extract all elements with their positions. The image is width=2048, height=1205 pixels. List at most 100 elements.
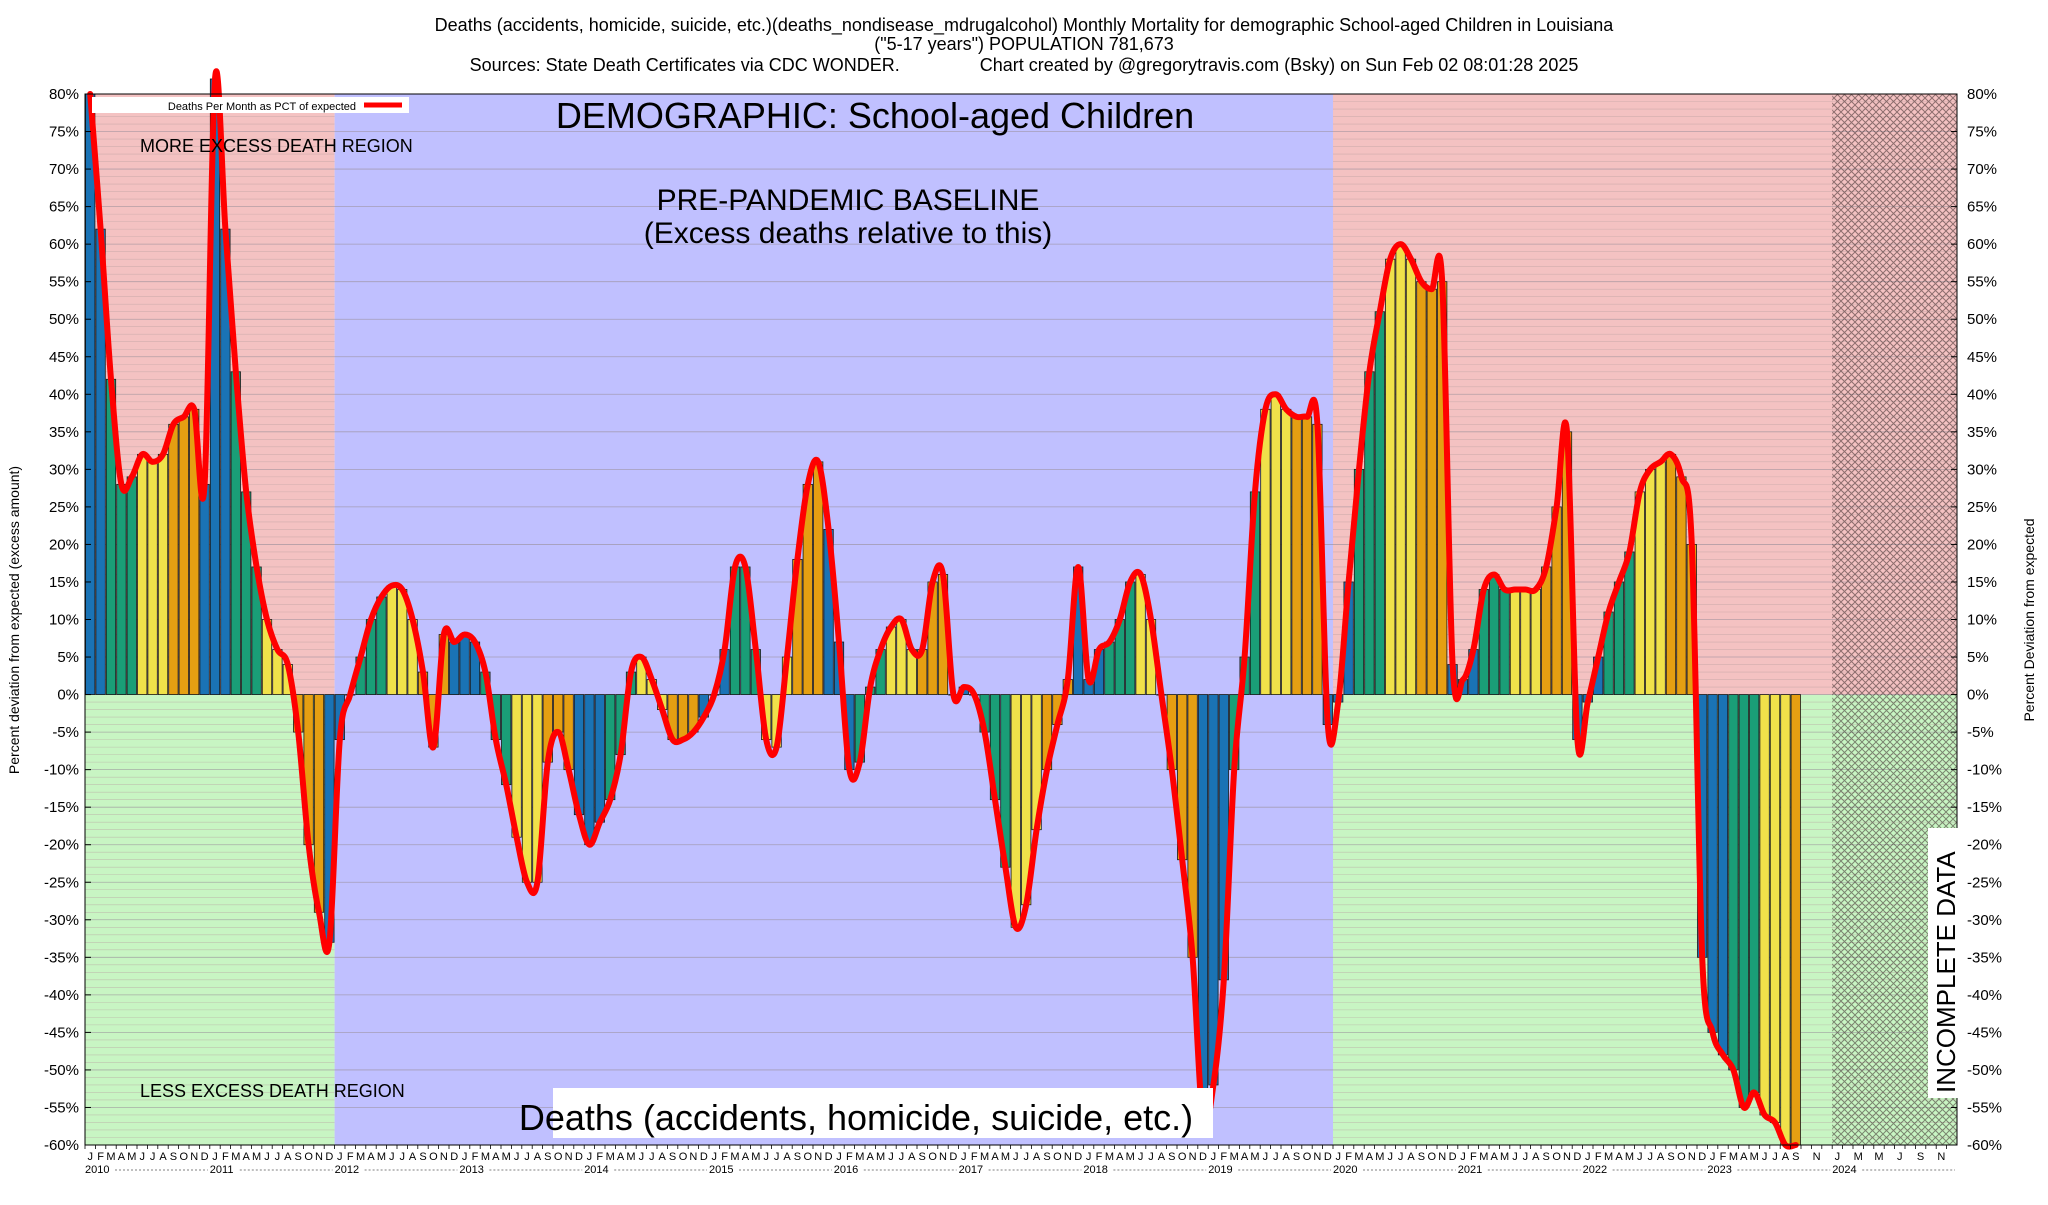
x-tick-month-label: M — [252, 1151, 261, 1163]
x-tick-month-label: J — [1387, 1151, 1393, 1163]
y-tick-label-right: 55% — [1967, 274, 1997, 291]
x-tick-month-label: M — [106, 1151, 115, 1163]
y-tick-label-right: -50% — [1967, 1062, 2002, 1079]
x-tick-month-label: A — [1740, 1151, 1748, 1163]
x-tick-month-label: J — [1148, 1151, 1154, 1163]
x-tick-month-label: J — [1398, 1151, 1404, 1163]
x-tick-month-label: F — [1470, 1151, 1477, 1163]
y-tick-label-right: 25% — [1967, 499, 1997, 516]
bar — [553, 694, 564, 733]
bar — [1416, 281, 1427, 695]
x-tick-month-label: D — [1324, 1151, 1332, 1163]
x-tick-month-label: J — [1897, 1151, 1903, 1163]
x-tick-year-label: 2022 — [1583, 1164, 1607, 1176]
x-tick-month-label: O — [928, 1151, 937, 1163]
y-tick-label-left: -20% — [44, 837, 79, 854]
y-tick-label-right: -25% — [1967, 874, 2002, 891]
y-tick-label-right: 40% — [1967, 386, 1997, 403]
x-tick-month-label: M — [502, 1151, 511, 1163]
x-tick-month-label: J — [639, 1151, 645, 1163]
x-tick-month-label: D — [1449, 1151, 1457, 1163]
bar — [386, 585, 397, 695]
y-tick-label-right: -20% — [1967, 837, 2002, 854]
x-tick-month-label: A — [1657, 1151, 1665, 1163]
y-tick-label-right: -40% — [1967, 987, 2002, 1004]
x-tick-month-label: J — [337, 1151, 343, 1163]
y-tick-label-left: 25% — [49, 499, 79, 516]
x-tick-month-label: F — [222, 1151, 229, 1163]
x-tick-month-label: N — [440, 1151, 448, 1163]
y-tick-label-right: 50% — [1967, 311, 1997, 328]
y-tick-label-left: 50% — [49, 311, 79, 328]
x-tick-month-label: A — [783, 1151, 791, 1163]
x-tick-month-label: M — [1001, 1151, 1010, 1163]
y-tick-label-left: 80% — [49, 86, 79, 103]
y-tick-label-left: -40% — [44, 987, 79, 1004]
y-tick-label-left: 20% — [49, 536, 79, 553]
x-tick-month-label: M — [626, 1151, 635, 1163]
x-tick-month-label: J — [1263, 1151, 1269, 1163]
x-tick-month-label: N — [1813, 1151, 1821, 1163]
x-tick-month-label: S — [1043, 1151, 1050, 1163]
x-tick-month-label: F — [846, 1151, 853, 1163]
y-tick-label-right: 70% — [1967, 161, 1997, 178]
x-tick-month-label: J — [1273, 1151, 1279, 1163]
x-tick-month-label: A — [991, 1151, 999, 1163]
x-tick-month-label: N — [1189, 1151, 1197, 1163]
x-tick-month-label: J — [763, 1151, 769, 1163]
x-tick-year-label: 2021 — [1458, 1164, 1482, 1176]
y-tick-label-left: 70% — [49, 161, 79, 178]
x-tick-month-label: J — [275, 1151, 281, 1163]
x-tick-month-label: J — [1585, 1151, 1591, 1163]
bar — [1665, 453, 1677, 695]
y-tick-label-left: 10% — [49, 612, 79, 629]
x-tick-year-label: 2019 — [1208, 1164, 1232, 1176]
y-tick-label-right: 0% — [1967, 687, 1989, 704]
bar — [1717, 694, 1729, 1056]
bar — [1405, 258, 1417, 695]
bar — [1520, 589, 1531, 695]
x-tick-month-label: D — [1698, 1151, 1706, 1163]
y-tick-label-right: 35% — [1967, 424, 1997, 441]
bottom-label-box — [553, 1088, 1213, 1138]
x-tick-year-label: 2017 — [959, 1164, 983, 1176]
y-tick-label-left: 5% — [57, 649, 79, 666]
x-tick-year-label: 2023 — [1707, 1164, 1731, 1176]
x-tick-year-label: 2015 — [709, 1164, 733, 1176]
x-tick-month-label: A — [908, 1151, 916, 1163]
bar — [147, 461, 158, 695]
bar — [1208, 694, 1219, 1086]
x-tick-month-label: F — [1595, 1151, 1602, 1163]
bar — [594, 694, 605, 823]
x-tick-month-label: J — [774, 1151, 780, 1163]
x-tick-month-label: A — [742, 1151, 750, 1163]
bar — [1541, 566, 1552, 695]
x-tick-month-label: D — [575, 1151, 583, 1163]
bar — [1509, 589, 1521, 695]
y-tick-label-left: -60% — [44, 1137, 79, 1154]
x-tick-month-label: O — [1178, 1151, 1187, 1163]
bar — [1738, 694, 1749, 1108]
y-tick-label-left: -30% — [44, 912, 79, 929]
x-tick-month-label: M — [1479, 1151, 1488, 1163]
baseline-label: PRE-PANDEMIC BASELINE — [657, 184, 1040, 217]
y-tick-label-left: 60% — [49, 236, 79, 253]
bar — [199, 483, 210, 695]
x-tick-year-label: 2012 — [335, 1164, 359, 1176]
x-tick-month-label: N — [315, 1151, 323, 1163]
x-tick-month-label: S — [544, 1151, 551, 1163]
bar — [813, 461, 824, 695]
x-tick-month-label: J — [1013, 1151, 1019, 1163]
y-tick-label-left: 0% — [57, 687, 79, 704]
bar — [1489, 574, 1500, 695]
x-tick-month-label: D — [325, 1151, 333, 1163]
x-tick-month-label: F — [971, 1151, 978, 1163]
x-tick-month-label: M — [1729, 1151, 1738, 1163]
bar — [1707, 694, 1718, 1033]
x-tick-month-label: M — [356, 1151, 365, 1163]
x-tick-month-label: M — [1854, 1151, 1863, 1163]
bar — [677, 694, 689, 741]
bar — [178, 416, 189, 695]
x-tick-month-label: S — [1293, 1151, 1300, 1163]
